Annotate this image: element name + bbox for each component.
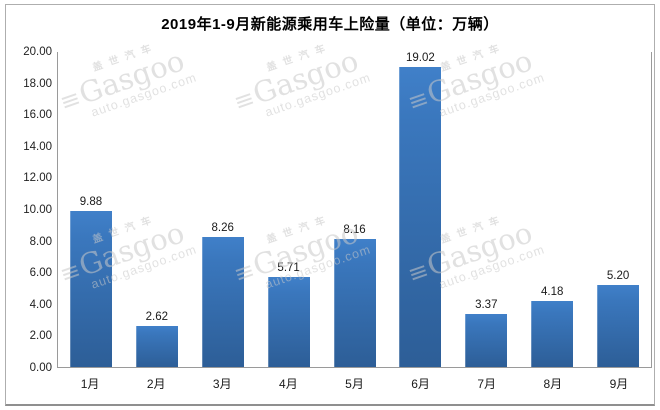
bar [201, 236, 244, 367]
y-tick-label: 2.00 [29, 330, 52, 343]
y-tick-label: 18.00 [23, 77, 52, 90]
y-tick-label: 16.00 [23, 109, 52, 122]
bar [531, 301, 574, 367]
bar [135, 325, 178, 367]
bar [399, 67, 442, 367]
y-tick-label: 20.00 [23, 46, 52, 58]
y-tick-label: 8.00 [29, 235, 52, 248]
bar-value-label: 2.62 [145, 310, 169, 323]
bar-slot: 19.02 [387, 52, 453, 367]
x-tick-label: 1月 [80, 377, 100, 391]
bar-value-label: 8.26 [211, 221, 234, 234]
bar-value-label: 5.20 [606, 270, 630, 283]
y-axis-labels: 20.00 18.00 16.00 14.00 12.00 10.00 8.00 6.00 4.… [6, 46, 52, 374]
x-tick-label: 5月 [345, 377, 364, 391]
bar-slot: 5.20 [585, 270, 651, 367]
bar-value-label: 3.37 [475, 298, 498, 311]
x-tick-label: 4月 [279, 377, 298, 391]
bar [333, 238, 376, 367]
y-tick-label: 12.00 [23, 172, 52, 185]
y-tick-label: 10.00 [23, 204, 52, 216]
x-tick-label: 6月 [411, 377, 430, 391]
bar-value-label: 8.16 [343, 223, 366, 236]
y-tick-label: 4.00 [29, 298, 52, 311]
chart-title: 2019年1-9月新能源乘用车上险量（单位：万辆） [161, 16, 499, 33]
bar-slot: 3.37 [453, 299, 519, 367]
bar-slot: 8.16 [322, 223, 388, 367]
bar [465, 313, 508, 367]
bars: 9.88 2.62 8.26 5.71 8.16 19.02 3.37 4.18 5.20 [58, 52, 651, 367]
bar-slot: 4.18 [519, 286, 585, 367]
bar-value-label: 5.71 [277, 262, 300, 275]
bar [597, 285, 640, 367]
bar-slot: 9.88 [58, 196, 124, 367]
y-tick-label: 14.00 [23, 140, 52, 153]
bar-slot: 8.26 [190, 222, 256, 367]
plot-area: 9.88 2.62 8.26 5.71 8.16 19.02 3.37 4.18 5.20 [57, 52, 652, 368]
bar-value-label: 19.02 [406, 52, 435, 65]
bar [69, 211, 112, 367]
x-tick-label: 9月 [609, 377, 629, 391]
x-tick-label: 8月 [543, 377, 563, 391]
bar [267, 277, 310, 367]
bar-value-label: 4.18 [540, 286, 564, 299]
bar-slot: 5.71 [256, 262, 322, 367]
y-tick-label: 0.00 [29, 362, 52, 374]
x-tick-label: 2月 [146, 377, 166, 391]
bar-slot: 2.62 [124, 311, 190, 367]
x-axis-labels: 1月 2月 3月 4月 5月 6月 7月 8月 9月 [57, 375, 652, 392]
x-tick-label: 7月 [477, 377, 497, 391]
bar-value-label: 9.88 [79, 196, 103, 209]
y-tick-label: 6.00 [29, 267, 52, 280]
x-tick-label: 3月 [212, 377, 232, 391]
